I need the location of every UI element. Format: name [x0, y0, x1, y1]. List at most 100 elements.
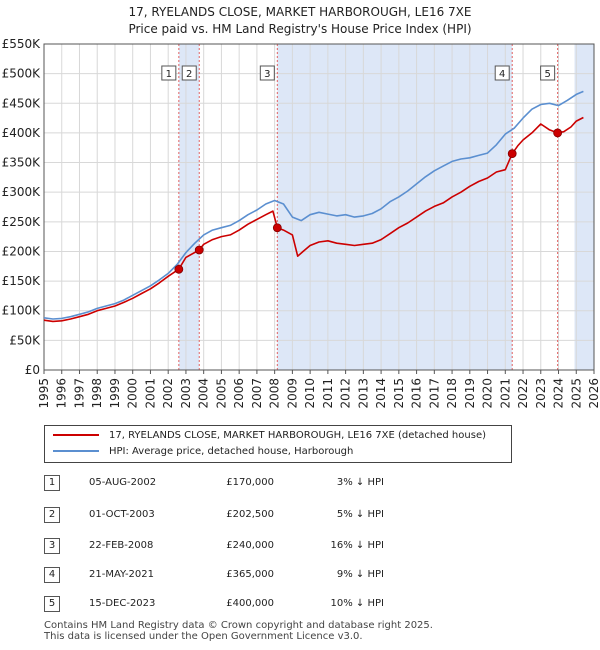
x-tick-label: 2014	[374, 378, 388, 409]
footer-line-2: This data is licensed under the Open Gov…	[44, 631, 363, 642]
x-tick-label: 2016	[410, 378, 424, 409]
chart-title: 17, RYELANDS CLOSE, MARKET HARBOROUGH, L…	[0, 4, 600, 38]
sale-price: £400,000	[226, 598, 274, 609]
legend-item-property: 17, RYELANDS CLOSE, MARKET HARBOROUGH, L…	[53, 429, 486, 443]
price-chart: £0 £50K £100K £150K £200K £250K £300K £350K £400…	[2, 37, 600, 409]
x-tick-label: 2022	[516, 378, 530, 409]
x-tick-label: 2001	[143, 378, 157, 409]
y-tick-label: £50K	[9, 333, 41, 347]
sale-label-text: 1	[166, 69, 172, 80]
sale-row: 1 05-AUG-2002 £170,000 3% ↓ HPI	[44, 475, 464, 491]
sale-marker	[174, 264, 184, 274]
x-tick-label: 2011	[321, 378, 335, 409]
sale-price: £365,000	[226, 569, 274, 580]
x-tick-label: 2025	[569, 378, 583, 409]
sale-hpi-diff: 10% ↓ HPI	[330, 598, 384, 609]
x-tick-label: 2017	[427, 378, 441, 409]
sale-hpi-diff: 3% ↓ HPI	[336, 477, 384, 488]
legend-swatch-hpi	[53, 450, 99, 452]
sale-date: 21-MAY-2021	[89, 569, 155, 580]
legend-label-hpi: HPI: Average price, detached house, Harb…	[109, 446, 354, 457]
hpi-line	[43, 90, 584, 320]
title-line-2: Price paid vs. HM Land Registry's House …	[128, 22, 472, 36]
x-tick-label: 2026	[587, 378, 600, 409]
sale-label-box	[259, 65, 275, 81]
sale-hpi-diff: 16% ↓ HPI	[330, 540, 384, 551]
sale-price: £202,500	[226, 509, 274, 520]
sale-date: 01-OCT-2003	[89, 509, 155, 520]
x-tick-label: 2005	[214, 378, 228, 409]
x-tick-label: 1995	[37, 378, 51, 409]
sale-label-box	[540, 65, 556, 81]
x-tick-label: 2020	[481, 378, 495, 409]
sale-number-badge: 5	[44, 596, 60, 612]
sale-row: 5 15-DEC-2023 £400,000 10% ↓ HPI	[44, 596, 464, 612]
x-tick-label: 2023	[534, 378, 548, 409]
sale-number-badge: 2	[44, 507, 60, 523]
sale-label-text: 5	[544, 69, 550, 80]
sale-date: 22-FEB-2008	[89, 540, 154, 551]
sale-label-box	[494, 65, 510, 81]
sale-label-text: 2	[186, 69, 192, 80]
sale-number-badge: 1	[44, 475, 60, 491]
sale-marker	[194, 245, 204, 255]
x-tick-label: 2002	[161, 378, 175, 409]
x-tick-label: 1999	[108, 378, 122, 409]
x-tick-label: 2007	[250, 378, 264, 409]
y-tick-label: £0	[25, 363, 40, 377]
sale-marker	[272, 223, 282, 233]
legend-swatch-property	[53, 434, 99, 436]
x-tick-label: 2003	[179, 378, 193, 409]
x-tick-label: 2004	[197, 378, 211, 409]
x-tick-label: 2008	[268, 378, 282, 409]
x-tick-label: 2006	[232, 378, 246, 409]
title-line-1: 17, RYELANDS CLOSE, MARKET HARBOROUGH, L…	[128, 5, 472, 19]
shaded-range	[574, 44, 594, 370]
y-tick-label: £450K	[2, 96, 42, 110]
y-tick-label: £350K	[2, 156, 42, 170]
sale-date: 15-DEC-2023	[89, 598, 156, 609]
footer-line-1: Contains HM Land Registry data © Crown c…	[44, 620, 433, 631]
sale-marker	[507, 149, 517, 159]
property-price-line	[43, 116, 584, 323]
sale-label-box	[161, 65, 177, 81]
x-tick-label: 2013	[356, 378, 370, 409]
sale-hpi-diff: 9% ↓ HPI	[336, 569, 384, 580]
x-tick-label: 2021	[498, 378, 512, 409]
x-tick-label: 2000	[126, 378, 140, 409]
sale-hpi-diff: 5% ↓ HPI	[336, 509, 384, 520]
shaded-range	[277, 44, 513, 370]
sale-price: £240,000	[226, 540, 274, 551]
sale-marker	[553, 128, 563, 138]
x-tick-label: 2024	[552, 378, 566, 409]
footer: Contains HM Land Registry data © Crown c…	[44, 620, 433, 642]
x-tick-label: 1996	[55, 378, 69, 409]
y-tick-label: £150K	[2, 274, 42, 288]
y-tick-label: £100K	[2, 304, 42, 318]
x-tick-label: 2012	[339, 378, 353, 409]
shaded-range	[178, 44, 200, 370]
x-tick-label: 1997	[72, 378, 86, 409]
y-tick-label: £200K	[2, 244, 42, 258]
sale-date: 05-AUG-2002	[89, 477, 157, 488]
sale-label-text: 4	[499, 69, 505, 80]
sale-price: £170,000	[226, 477, 274, 488]
x-tick-label: 2019	[463, 378, 477, 409]
sale-number-badge: 4	[44, 567, 60, 583]
y-tick-label: £250K	[2, 215, 42, 229]
sale-label-text: 3	[264, 69, 270, 80]
sale-number-badge: 3	[44, 538, 60, 554]
sale-row: 4 21-MAY-2021 £365,000 9% ↓ HPI	[44, 567, 464, 583]
legend-item-hpi: HPI: Average price, detached house, Harb…	[53, 445, 353, 459]
legend-label-property: 17, RYELANDS CLOSE, MARKET HARBOROUGH, L…	[109, 430, 486, 441]
sale-row: 3 22-FEB-2008 £240,000 16% ↓ HPI	[44, 538, 464, 554]
x-tick-label: 2015	[392, 378, 406, 409]
sale-row: 2 01-OCT-2003 £202,500 5% ↓ HPI	[44, 507, 464, 523]
x-tick-label: 1998	[90, 378, 104, 409]
y-tick-label: £300K	[2, 185, 42, 199]
x-tick-label: 2010	[303, 378, 317, 409]
y-tick-label: £400K	[2, 126, 42, 140]
y-tick-label: £500K	[2, 67, 42, 81]
plot-frame	[43, 43, 595, 371]
sale-label-box	[181, 65, 197, 81]
